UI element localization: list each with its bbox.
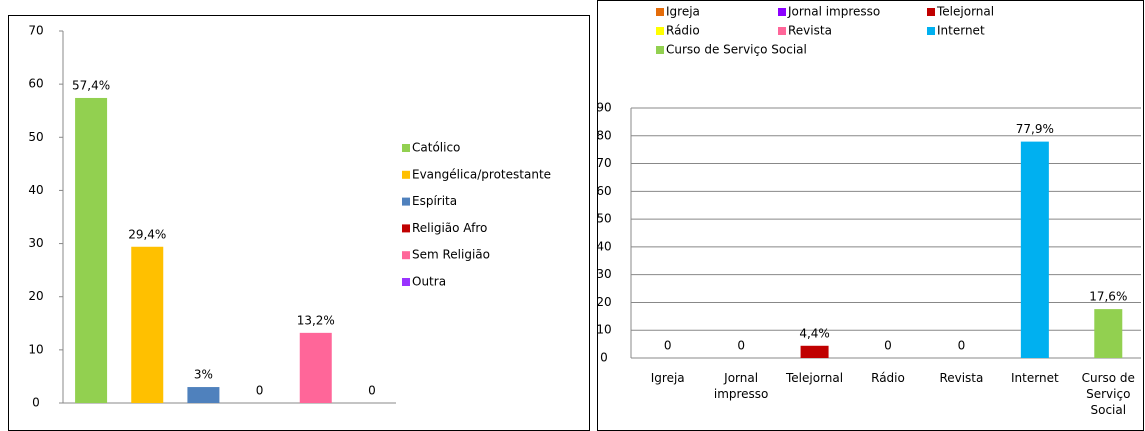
legend-swatch (402, 144, 410, 152)
bar (1094, 309, 1123, 358)
bar (187, 387, 220, 403)
data-label: 4,4% (799, 326, 830, 340)
legend-swatch (656, 27, 664, 35)
legend-label: Internet (937, 24, 985, 38)
y-tick-label: 10 (596, 323, 611, 337)
legend-label: Outra (412, 275, 446, 289)
y-tick-label: 90 (596, 101, 611, 115)
bar (1020, 141, 1049, 358)
legend-label: Igreja (666, 5, 700, 19)
legend-swatch (402, 251, 410, 260)
y-tick-label: 70 (28, 24, 43, 38)
data-label: 0 (884, 339, 892, 353)
legend-label: Curso de Serviço Social (666, 43, 807, 57)
bar (75, 97, 108, 404)
legend-label: Revista (788, 24, 832, 38)
x-label-box: Jornal impresso (713, 371, 769, 401)
x-tick-label: Revista (939, 371, 984, 385)
y-tick-label: 60 (28, 77, 43, 91)
x-tick-label: Jornal impresso (713, 371, 769, 401)
x-label-box: Telejornal (786, 371, 844, 385)
legend-label: Religião Afro (412, 221, 487, 235)
legend-swatch (778, 8, 786, 16)
y-tick-label: 70 (596, 156, 611, 170)
y-tick-label: 20 (596, 295, 611, 309)
data-label: 0 (664, 339, 672, 353)
y-tick-label: 0 (32, 396, 40, 410)
data-label: 57,4% (72, 78, 110, 92)
x-label-box: Rádio (871, 371, 905, 385)
x-label-box: Igreja (650, 371, 685, 385)
data-label: 0 (737, 339, 745, 353)
x-label-box: Internet (1011, 371, 1059, 385)
x-tick-label: Igreja (650, 371, 685, 385)
legend-label: Sem Religião (412, 248, 490, 262)
y-tick-label: 40 (596, 239, 611, 253)
y-tick-label: 40 (28, 183, 43, 197)
data-label: 29,4% (128, 227, 166, 241)
x-tick-label: Telejornal (786, 371, 844, 385)
data-label: 3% (194, 368, 213, 382)
y-tick-label: 80 (596, 128, 611, 142)
data-label: 0 (958, 339, 966, 353)
legend-label: Espírita (412, 194, 457, 208)
y-tick-label: 10 (28, 342, 43, 356)
legend-label: Jornal impresso (787, 5, 880, 19)
legend-label: Rádio (666, 24, 700, 38)
x-label-box: Revista (939, 371, 984, 385)
legend-swatch (927, 8, 935, 16)
y-tick-label: 20 (28, 289, 43, 303)
data-label: 17,6% (1089, 290, 1127, 304)
data-label: 0 (368, 384, 376, 398)
legend-swatch (656, 8, 664, 16)
legend-swatch (402, 278, 410, 286)
data-label: 77,9% (1016, 122, 1054, 136)
legend-label: Evangélica/protestante (412, 167, 551, 181)
bar (131, 246, 164, 403)
legend-label: Católico (412, 141, 460, 155)
y-tick-label: 30 (28, 236, 43, 250)
data-label: 13,2% (297, 313, 335, 327)
y-tick-label: 60 (596, 184, 611, 198)
y-tick-label: 50 (28, 130, 43, 144)
legend-swatch (402, 224, 410, 233)
bar (299, 332, 332, 403)
x-tick-label: Internet (1011, 371, 1059, 385)
y-tick-label: 30 (596, 267, 611, 281)
y-tick-label: 50 (596, 212, 611, 226)
data-label: 0 (256, 384, 264, 398)
legend-swatch (778, 27, 786, 35)
legend-label: Telejornal (936, 5, 994, 19)
x-tick-label: Rádio (871, 371, 905, 385)
x-label-box: Curso de Serviço Social (1081, 371, 1135, 417)
panel-border (597, 0, 1144, 431)
legend-swatch (927, 27, 935, 35)
legend-swatch (402, 170, 410, 179)
legend-swatch (656, 46, 664, 54)
legend-swatch (402, 197, 410, 206)
bar (800, 345, 829, 358)
x-tick-label: Curso de Serviço Social (1081, 371, 1135, 417)
y-tick-label: 0 (600, 351, 608, 365)
